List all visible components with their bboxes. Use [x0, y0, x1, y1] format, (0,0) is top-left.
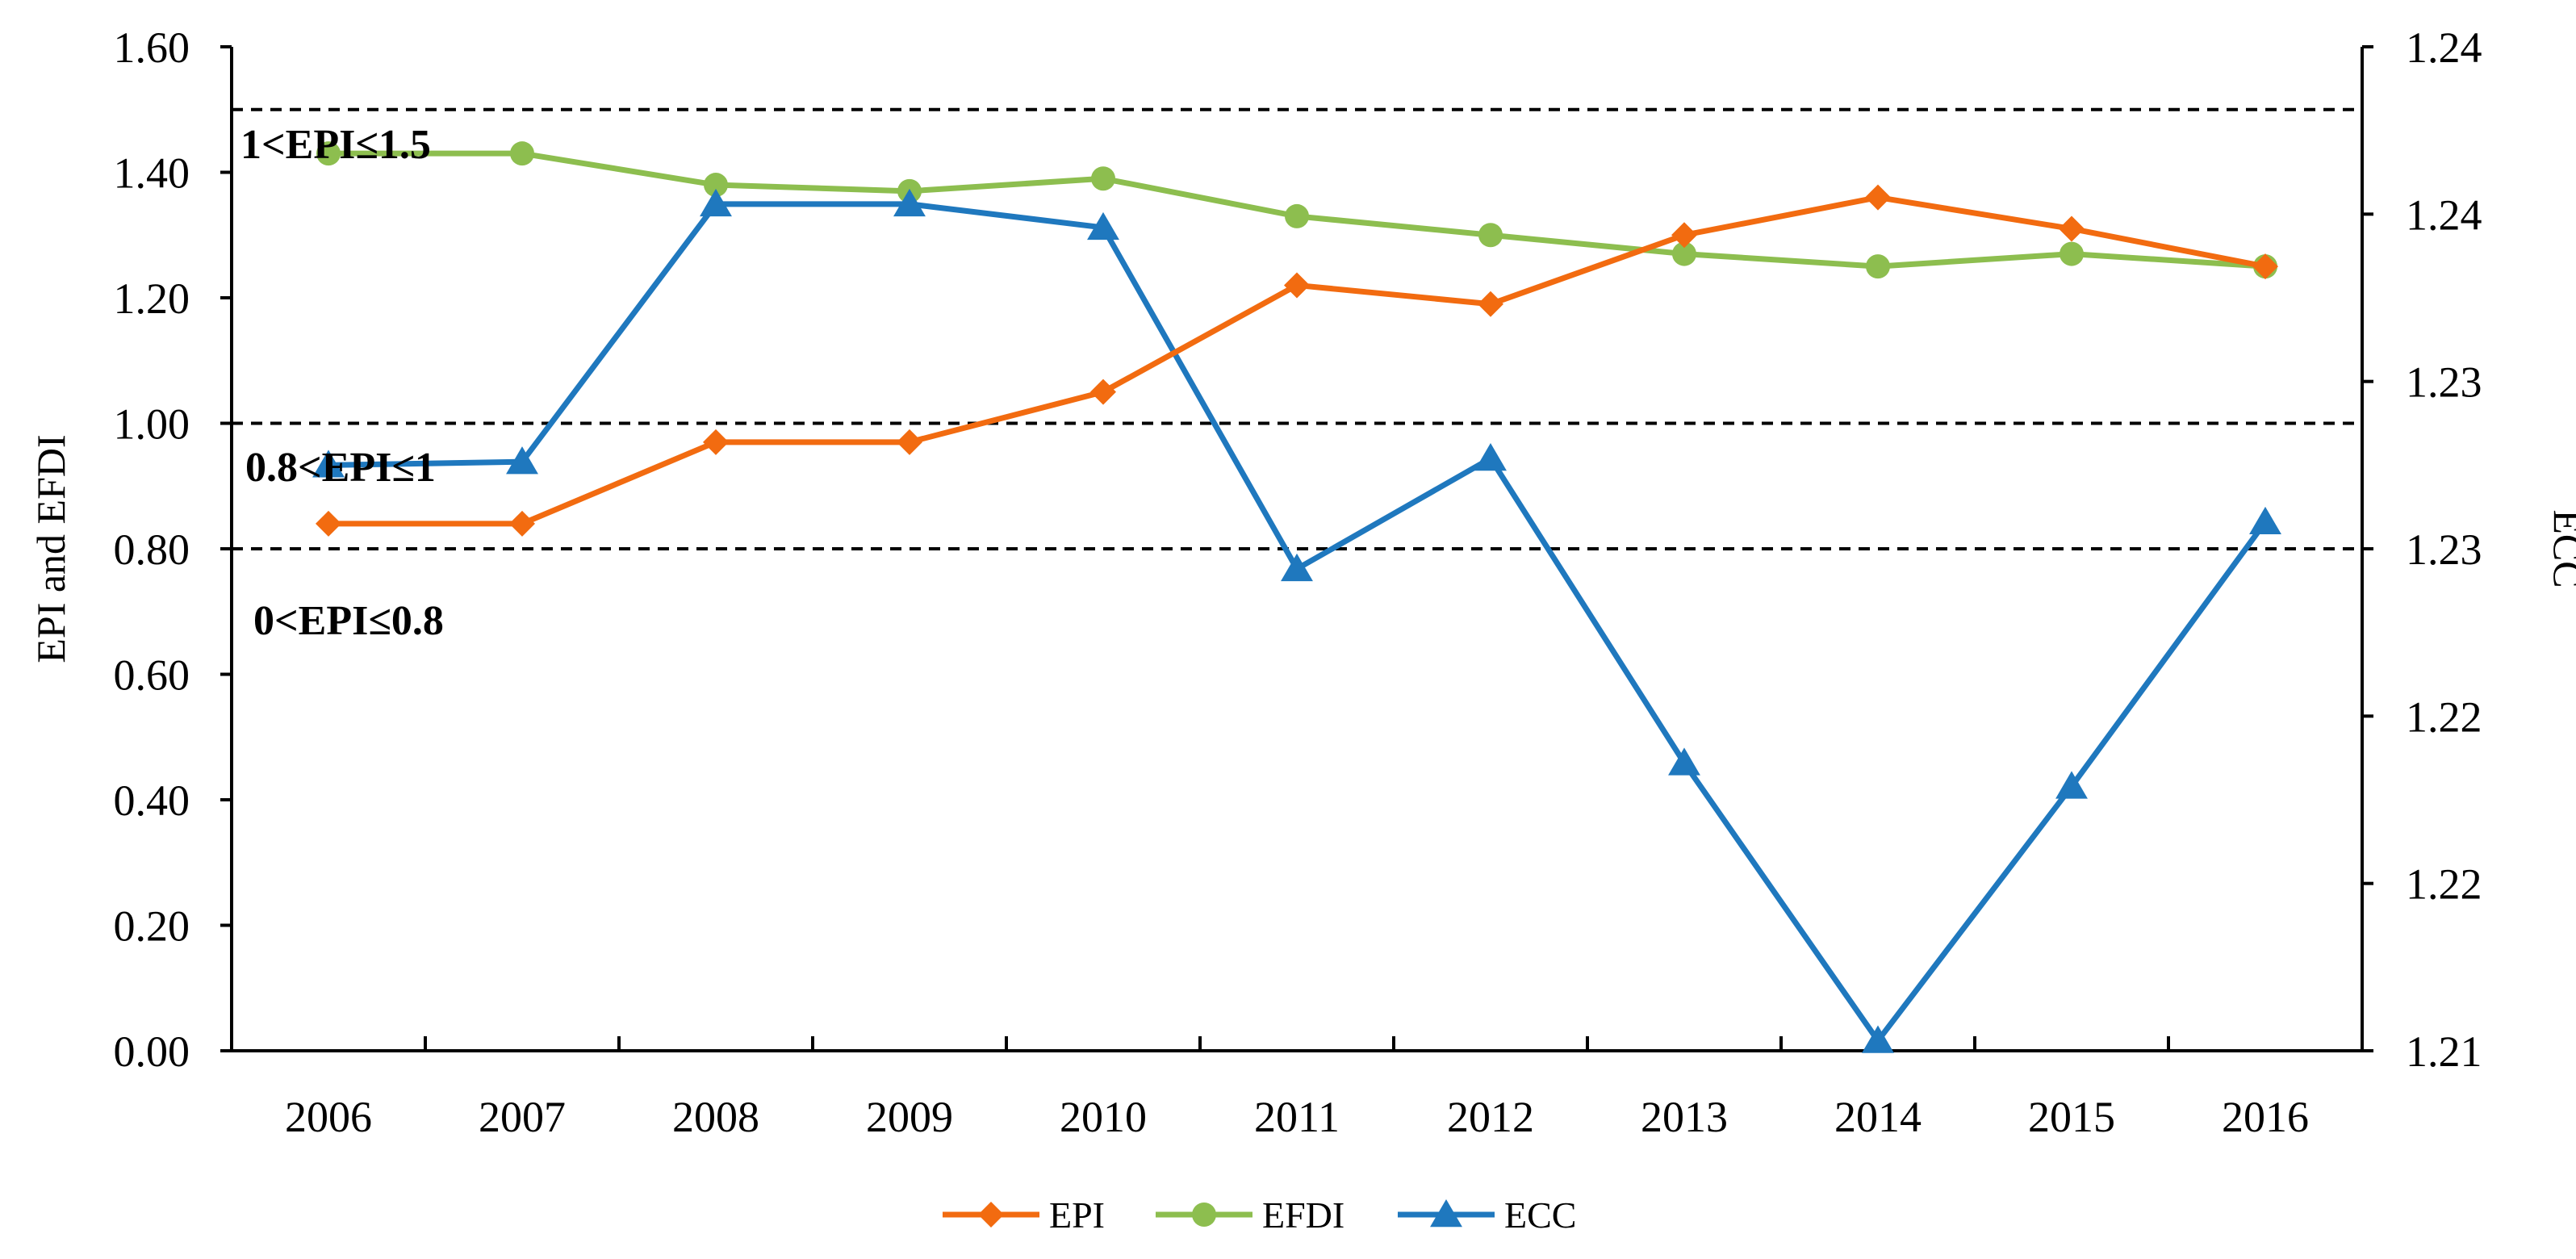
data-point-ecc — [1087, 211, 1119, 241]
data-point-ecc — [893, 188, 926, 217]
data-point-efdi — [2060, 241, 2084, 266]
y-axis-title-left: EPI and EFDI — [28, 434, 73, 663]
legend-marker-epi — [978, 1202, 1004, 1228]
data-point-efdi — [316, 141, 341, 166]
data-point-ecc — [1474, 443, 1507, 471]
data-point-epi — [316, 510, 341, 537]
y-tick-label-right: 1.24 — [2406, 190, 2482, 239]
legend-marker-efdi — [1192, 1203, 1216, 1227]
y-tick-label-left: 1.20 — [114, 274, 190, 323]
data-point-efdi — [1285, 203, 1309, 228]
x-tick-label: 2015 — [2028, 1093, 2115, 1141]
data-point-epi — [509, 510, 535, 537]
data-point-epi — [1865, 184, 1891, 211]
y-tick-label-right: 1.21 — [2406, 1027, 2482, 1076]
x-tick-label: 2013 — [1641, 1093, 1728, 1141]
legend-marker-ecc — [1430, 1199, 1462, 1228]
y-tick-label-left: 1.60 — [114, 23, 190, 72]
data-point-efdi — [1091, 166, 1115, 191]
data-point-epi — [1090, 379, 1116, 405]
axis-ticks: 0.00 0.20 0.40 0.60 0.80 1.00 1.20 1.40 1.60 1.21… — [114, 23, 2482, 1141]
x-tick-label: 2011 — [1254, 1093, 1340, 1141]
x-tick-label: 2009 — [866, 1093, 953, 1141]
y-tick-label-right: 1.22 — [2406, 692, 2482, 741]
legend-label-efdi: EFDI — [1262, 1194, 1344, 1236]
series — [312, 141, 2281, 1053]
data-point-epi — [703, 429, 729, 455]
y-tick-label-right: 1.24 — [2406, 23, 2482, 72]
y-tick-label-right: 1.23 — [2406, 525, 2482, 574]
y-tick-label-right: 1.23 — [2406, 358, 2482, 407]
data-point-ecc — [2249, 506, 2281, 535]
data-point-epi — [1284, 272, 1310, 299]
series-line-ecc — [328, 201, 2268, 1044]
legend-label-ecc: ECC — [1504, 1194, 1576, 1236]
zone-label-high: 1<EPI≤1.5 — [240, 122, 431, 168]
y-tick-label-left: 0.20 — [114, 902, 190, 951]
data-point-epi — [1671, 222, 1697, 249]
threshold-lines — [232, 107, 2362, 550]
data-point-ecc — [1281, 553, 1313, 582]
x-tick-label: 2014 — [1834, 1093, 1922, 1141]
y-tick-label-left: 0.80 — [114, 525, 190, 574]
legend-label-epi: EPI — [1049, 1194, 1105, 1236]
data-point-efdi — [1672, 241, 1696, 266]
x-tick-label: 2012 — [1447, 1093, 1534, 1141]
zone-label-low: 0<EPI≤0.8 — [253, 598, 444, 644]
data-point-efdi — [1866, 254, 1890, 279]
data-point-efdi — [510, 141, 534, 166]
data-point-ecc — [700, 188, 732, 217]
x-tick-label: 2010 — [1060, 1093, 1147, 1141]
legend: EPI EFDI ECC — [943, 1194, 1576, 1236]
data-point-efdi — [704, 173, 728, 198]
y-tick-label-left: 1.00 — [114, 400, 190, 449]
zone-label-mid: 0.8<EPI≤1 — [245, 445, 436, 491]
data-point-ecc — [506, 446, 538, 475]
data-point-ecc — [312, 450, 345, 478]
y-tick-label-right: 1.22 — [2406, 860, 2482, 909]
series-line-epi — [328, 194, 2266, 527]
data-point-ecc — [1862, 1025, 1894, 1053]
x-tick-label: 2007 — [479, 1093, 566, 1141]
data-point-ecc — [1668, 747, 1700, 776]
x-tick-label: 2006 — [285, 1093, 372, 1141]
y-axis-title-right: ECC — [2545, 509, 2576, 588]
y-tick-label-left: 0.40 — [114, 776, 190, 825]
data-point-epi — [2252, 253, 2278, 280]
y-tick-label-left: 0.60 — [114, 651, 190, 700]
data-point-ecc — [2055, 771, 2088, 799]
x-tick-label: 2008 — [672, 1093, 759, 1141]
data-point-epi — [1478, 291, 1503, 317]
y-tick-label-left: 0.00 — [114, 1027, 190, 1076]
y-tick-label-left: 1.40 — [114, 149, 190, 198]
x-tick-label: 2016 — [2222, 1093, 2309, 1141]
data-point-epi — [2059, 215, 2085, 242]
data-point-efdi — [1478, 223, 1503, 248]
data-point-epi — [897, 429, 922, 455]
